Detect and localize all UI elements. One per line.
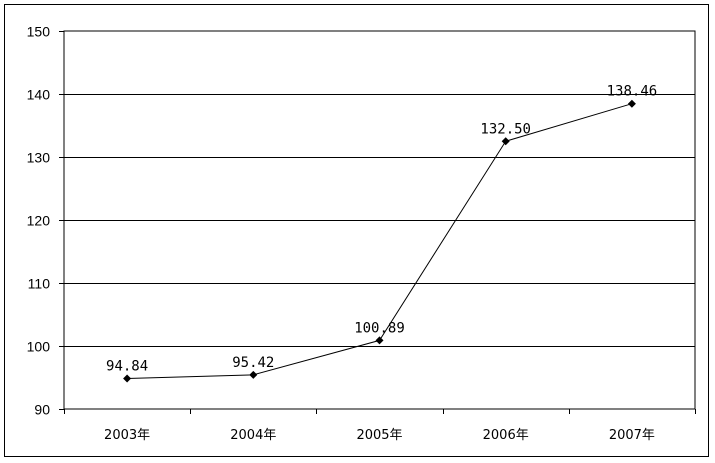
data-label: 94.84	[106, 359, 148, 375]
x-tick-label: 2005年	[356, 428, 402, 443]
data-label: 138.46	[607, 84, 658, 100]
x-tick-label: 2007年	[609, 428, 655, 443]
y-tick-label: 120	[27, 213, 51, 229]
y-tick-label: 150	[27, 24, 51, 40]
y-tick-label: 130	[27, 150, 51, 166]
data-point	[501, 137, 510, 146]
y-tick-label: 90	[34, 402, 50, 418]
y-tick-label: 100	[27, 339, 51, 355]
data-label: 95.42	[232, 355, 274, 371]
y-tick-label: 110	[28, 276, 51, 292]
data-point	[249, 370, 258, 379]
x-tick-label: 2003年	[104, 428, 150, 443]
x-tick-label: 2004年	[230, 428, 276, 443]
y-tick-label: 140	[27, 87, 51, 103]
data-point	[375, 336, 384, 345]
data-label: 132.50	[480, 121, 531, 137]
data-point	[627, 99, 636, 108]
data-point	[123, 374, 132, 383]
x-tick-label: 2006年	[483, 428, 529, 443]
data-label: 100.89	[354, 320, 405, 336]
